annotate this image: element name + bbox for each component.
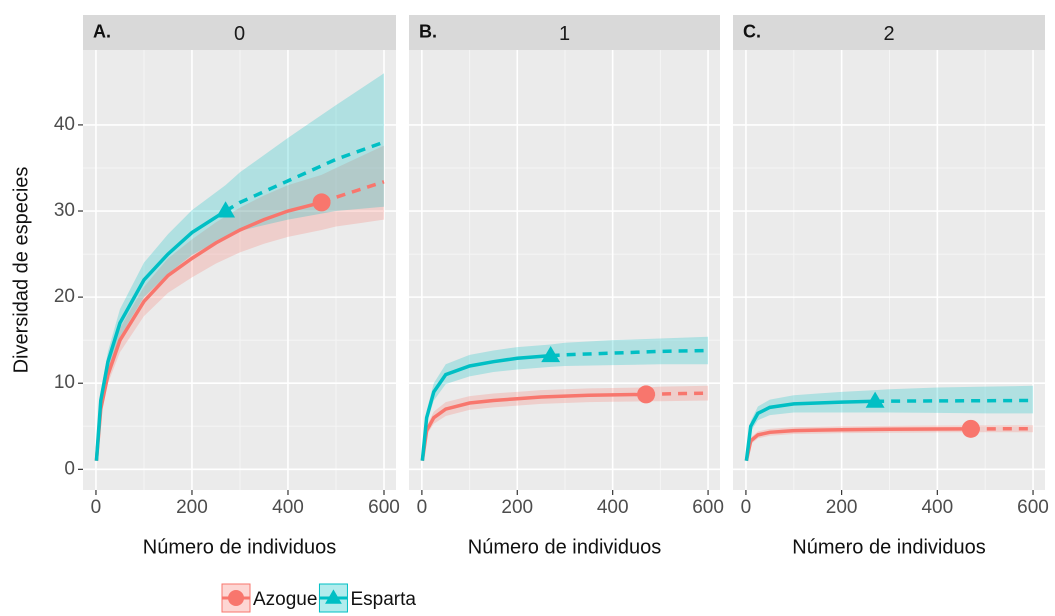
interpolation-line: [420, 353, 551, 461]
confidence-band: [96, 145, 384, 461]
x-axis-title: Número de individuos: [792, 536, 985, 558]
y-tick-label: 20: [54, 286, 75, 307]
confidence-band: [422, 385, 709, 461]
interpolation-line: [744, 399, 876, 461]
y-tick-label: 10: [54, 372, 75, 393]
legend-marker: [325, 589, 342, 604]
x-tick-label: 200: [176, 497, 208, 518]
x-tick-label: 0: [417, 497, 428, 518]
extrapolation-line: [224, 140, 385, 213]
y-tick-label: 40: [54, 114, 75, 135]
interpolation-line: [420, 392, 647, 461]
panel-label: C.: [743, 21, 761, 41]
x-tick-label: 200: [826, 497, 858, 518]
interpolation-line: [94, 209, 227, 461]
x-tick-label: 0: [91, 497, 102, 518]
strip: [83, 15, 396, 50]
observed-marker: [216, 201, 236, 218]
confidence-band: [96, 73, 384, 461]
y-axis-title: Diversidad de especies: [10, 167, 32, 374]
x-axis-title: Número de individuos: [143, 536, 336, 558]
observed-marker: [637, 385, 656, 404]
legend-marker: [228, 590, 244, 606]
x-tick-label: 200: [501, 497, 533, 518]
strip-title: 0: [234, 23, 245, 45]
confidence-band: [422, 336, 709, 461]
x-tick-label: 600: [692, 497, 724, 518]
x-tick-label: 400: [597, 497, 629, 518]
panel-label: B.: [419, 21, 437, 41]
x-axis-title: Número de individuos: [468, 536, 661, 558]
observed-marker: [312, 193, 331, 212]
panel-label: A.: [93, 21, 111, 41]
observed-marker: [865, 391, 885, 408]
y-tick-label: 0: [64, 458, 75, 479]
observed-marker: [961, 419, 980, 438]
strip: [733, 15, 1045, 50]
x-tick-label: 0: [741, 497, 752, 518]
x-tick-label: 400: [921, 497, 953, 518]
strip-title: 1: [559, 23, 570, 45]
x-tick-label: 400: [272, 497, 304, 518]
interpolation-line: [744, 427, 971, 462]
plot-content: [94, 73, 385, 461]
plot-content: [420, 336, 709, 461]
observed-marker: [541, 345, 561, 363]
strip: [409, 15, 720, 50]
x-tick-label: 600: [1017, 497, 1049, 518]
x-tick-label: 600: [368, 497, 400, 518]
y-tick-label: 30: [54, 200, 75, 221]
legend-label: Esparta: [350, 589, 416, 610]
strip-title: 2: [883, 23, 894, 45]
legend-label: Azogue: [253, 589, 317, 610]
plot-content: [744, 385, 1034, 462]
interpolation-line: [94, 200, 323, 461]
